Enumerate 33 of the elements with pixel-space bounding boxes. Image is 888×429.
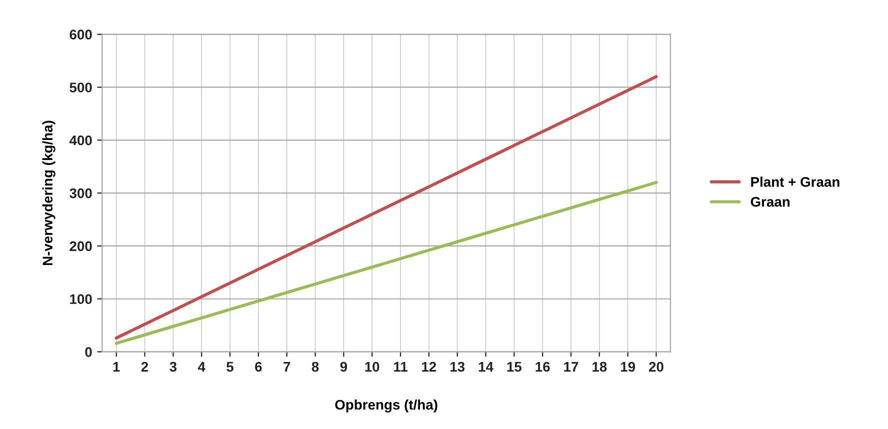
legend-label: Graan (750, 196, 790, 207)
y-tick-label: 200 (70, 241, 92, 252)
line-series (114, 75, 658, 340)
x-tick-label: 10 (365, 362, 380, 372)
x-axis-title: Opbrengs (t/ha) (335, 399, 438, 412)
x-tick-label: 11 (394, 362, 408, 372)
x-tick-label: 19 (620, 362, 636, 372)
x-tick-label: 5 (226, 362, 234, 372)
x-tick-label: 7 (284, 362, 290, 372)
legend-label: Plant + Graan (751, 176, 840, 187)
x-tick-label: 20 (648, 362, 664, 372)
x-tick-label: 17 (564, 362, 578, 372)
y-tick-label: 400 (69, 135, 92, 146)
y-tick-label: 500 (70, 82, 92, 92)
y-tick-label: 0 (85, 347, 92, 357)
y-tick-label: 100 (70, 294, 92, 304)
x-tick-label: 13 (450, 362, 465, 372)
x-tick-label: 1 (113, 362, 120, 372)
x-tick-label: 16 (536, 362, 550, 372)
x-tick-label: 12 (422, 362, 436, 372)
y-tick-label: 300 (70, 188, 92, 198)
x-tick-label: 14 (478, 362, 494, 372)
y-axis-title: N-verwydering (kg/ha) (42, 120, 56, 266)
x-tick-label: 3 (170, 362, 177, 372)
line-series (114, 180, 658, 345)
y-tick-label: 600 (70, 30, 92, 40)
x-tick-label: 4 (198, 362, 206, 372)
x-tick-label: 15 (507, 362, 522, 372)
x-tick-label: 9 (340, 362, 348, 372)
x-tick-label: 18 (592, 362, 607, 372)
x-tick-label: 6 (255, 362, 262, 372)
x-tick-label: 2 (141, 362, 148, 372)
x-tick-label: 8 (312, 362, 319, 372)
